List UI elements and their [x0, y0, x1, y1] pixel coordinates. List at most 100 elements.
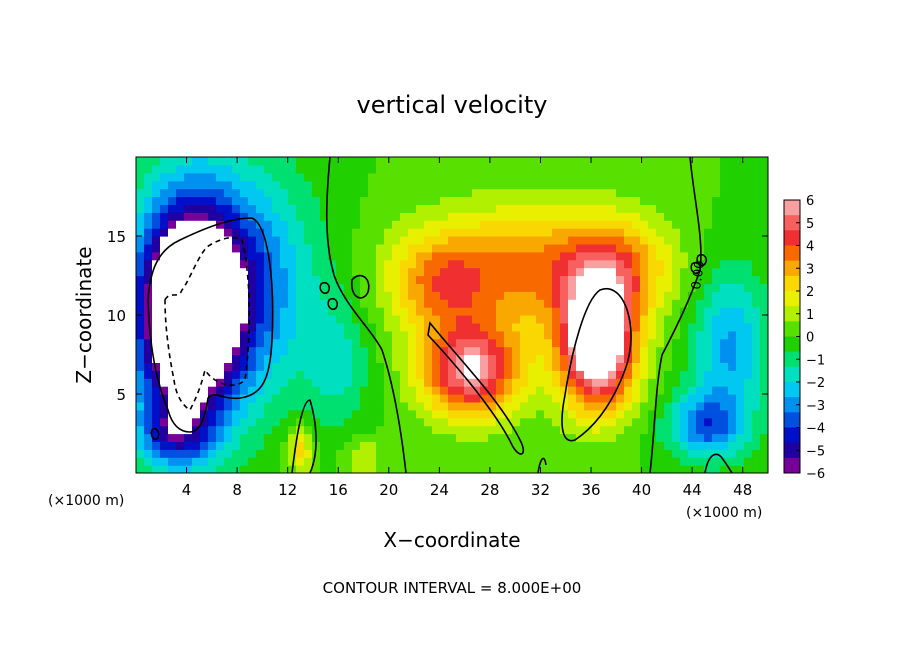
heatmap-cell [328, 338, 337, 348]
heatmap-cell [400, 220, 409, 229]
heatmap-cell [688, 196, 697, 205]
heatmap-cell [168, 236, 177, 245]
heatmap-cell [584, 188, 593, 198]
heatmap-cell [544, 394, 553, 403]
heatmap-cell [664, 465, 673, 473]
heatmap-cell [720, 330, 729, 340]
heatmap-cell [520, 291, 529, 300]
heatmap-cell [416, 204, 425, 213]
heatmap-cell [304, 212, 313, 221]
heatmap-cell [648, 338, 657, 348]
heatmap-cell [440, 338, 449, 348]
heatmap-cell [488, 322, 497, 332]
heatmap-cell [584, 180, 593, 190]
heatmap-cell [488, 330, 497, 340]
heatmap-cell [688, 283, 697, 292]
heatmap-cell [280, 338, 289, 348]
heatmap-cell [752, 417, 761, 427]
heatmap-cell [144, 433, 153, 442]
heatmap-cell [736, 212, 745, 221]
heatmap-cell [360, 417, 369, 427]
heatmap-cell [456, 196, 465, 205]
heatmap-cell [448, 449, 457, 458]
heatmap-cell [288, 449, 297, 458]
heatmap-cell [384, 275, 393, 284]
heatmap-cell [760, 401, 768, 411]
heatmap-cell [240, 157, 249, 166]
heatmap-cell [216, 409, 225, 419]
heatmap-cell [568, 465, 577, 473]
heatmap-cell [672, 401, 681, 411]
heatmap-cell [656, 346, 665, 356]
heatmap-cell [632, 180, 641, 190]
heatmap-cell [304, 291, 313, 300]
heatmap-cell [512, 236, 521, 245]
heatmap-cell [144, 346, 153, 356]
heatmap-cell [192, 449, 201, 458]
colorbar-label: −1 [806, 353, 825, 368]
heatmap-cell [448, 354, 457, 363]
heatmap-cell [680, 196, 689, 205]
heatmap-cell [224, 409, 233, 419]
heatmap-cell [600, 370, 609, 379]
heatmap-cell [328, 188, 337, 198]
heatmap-cell [448, 433, 457, 442]
heatmap-cell [504, 164, 513, 174]
heatmap-cell [440, 307, 449, 316]
heatmap-cell [488, 180, 497, 190]
heatmap-cell [216, 243, 225, 253]
heatmap-cell [544, 220, 553, 229]
heatmap-cell [712, 441, 721, 450]
heatmap-cell [472, 299, 481, 308]
heatmap-cell [232, 196, 241, 205]
y-tick-label: 15 [107, 228, 126, 246]
heatmap-cell [312, 236, 321, 245]
heatmap-cell [400, 188, 409, 198]
heatmap-cell [640, 283, 649, 292]
heatmap-cell [680, 354, 689, 363]
heatmap-cell [568, 164, 577, 174]
heatmap-cell [456, 394, 465, 403]
heatmap-cell [384, 330, 393, 340]
heatmap-cell [576, 417, 585, 427]
heatmap-cell [136, 307, 145, 316]
heatmap-cell [664, 299, 673, 308]
heatmap-cell [224, 362, 233, 371]
heatmap-cell [352, 220, 361, 229]
heatmap-cell [680, 267, 689, 277]
heatmap-cell [224, 457, 233, 466]
heatmap-cell [472, 433, 481, 442]
heatmap-cell [368, 251, 377, 261]
heatmap-cell [624, 457, 633, 466]
heatmap-cell [584, 212, 593, 221]
heatmap-cell [184, 172, 193, 182]
heatmap-cell [648, 322, 657, 332]
heatmap-cell [592, 362, 601, 371]
colorbar-label: −5 [806, 444, 825, 459]
heatmap-cell [400, 315, 409, 324]
heatmap-cell [648, 204, 657, 213]
heatmap-cell [192, 243, 201, 253]
heatmap-cell [464, 425, 473, 435]
heatmap-cell [432, 457, 441, 466]
heatmap-cell [240, 449, 249, 458]
heatmap-cell [696, 322, 705, 332]
heatmap-cell [200, 441, 209, 450]
heatmap-cell [672, 228, 681, 237]
heatmap-cell [520, 441, 529, 450]
heatmap-cell [416, 449, 425, 458]
heatmap-cell [232, 322, 241, 332]
heatmap-cell [280, 315, 289, 324]
heatmap-cell [376, 386, 385, 395]
heatmap-cell [744, 378, 753, 387]
heatmap-cell [480, 275, 489, 284]
heatmap-cell [752, 315, 761, 324]
heatmap-cell [696, 441, 705, 450]
heatmap-cell [488, 172, 497, 182]
heatmap-cell [520, 330, 529, 340]
heatmap-cell [752, 243, 761, 253]
heatmap-cell [336, 275, 345, 284]
heatmap-cell [216, 251, 225, 261]
heatmap-cell [408, 228, 417, 237]
